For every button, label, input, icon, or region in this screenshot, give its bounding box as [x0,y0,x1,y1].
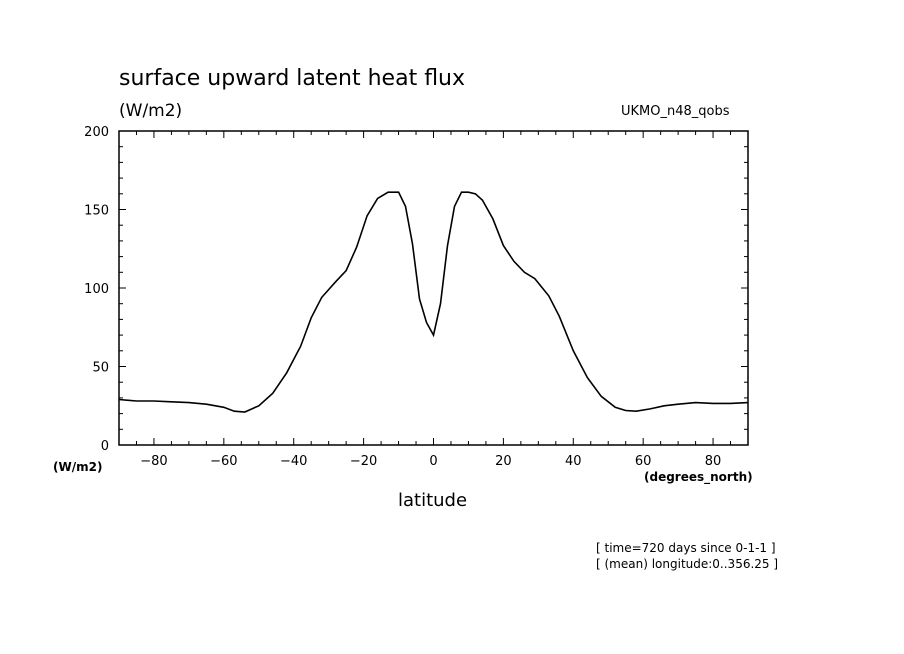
x-tick-label: −80 [140,454,167,469]
y-axis-unit-label: (W/m2) [53,460,103,474]
x-axis-unit-label: (degrees_north) [644,470,753,484]
y-tick-label: 50 [92,361,109,376]
time-note: [ time=720 days since 0-1-1 ] [596,541,776,555]
x-tick-label: 40 [565,454,582,469]
longitude-note: [ (mean) longitude:0..356.25 ] [596,557,779,571]
x-tick-label: 0 [429,454,437,469]
series-line [118,191,749,413]
plot-frame [118,130,749,446]
x-tick-label: −40 [280,454,307,469]
units-label: (W/m2) [119,101,183,121]
chart-title: surface upward latent heat flux [119,66,466,91]
y-tick-label: 0 [101,439,109,454]
x-tick-label: 80 [705,454,722,469]
x-tick-label: −60 [210,454,237,469]
x-tick-label: −20 [350,454,377,469]
model-label: UKMO_n48_qobs [621,104,730,119]
x-tick-label: 60 [635,454,652,469]
y-tick-label: 150 [84,204,109,219]
x-tick-label: 20 [495,454,512,469]
y-tick-label: 200 [84,125,109,140]
x-axis-label: latitude [398,490,468,511]
y-tick-label: 100 [84,282,109,297]
